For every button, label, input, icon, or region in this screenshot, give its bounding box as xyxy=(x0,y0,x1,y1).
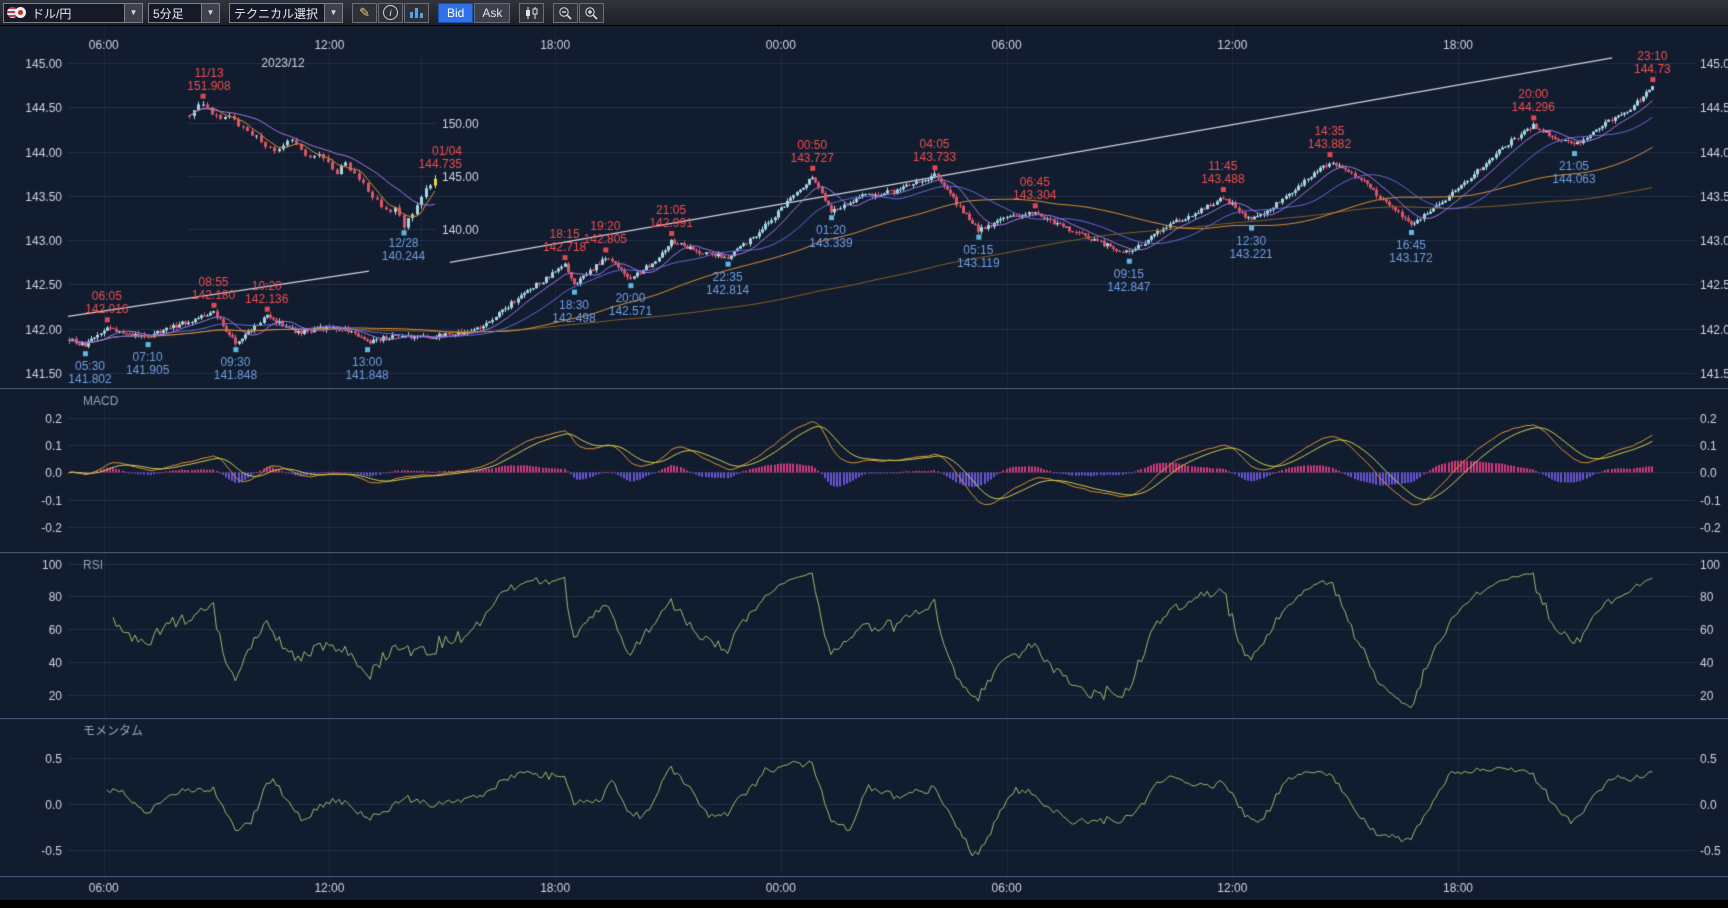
dropdown-arrow-icon[interactable]: ▼ xyxy=(201,3,219,22)
macd-panel xyxy=(0,388,1728,552)
japan-flag-icon xyxy=(15,7,26,18)
pair-select[interactable]: ドル/円 ▼ xyxy=(3,2,143,23)
pair-select-value: ドル/円 xyxy=(32,6,72,21)
us-flag-icon xyxy=(7,7,18,18)
zoom-in-icon xyxy=(585,6,598,20)
dropdown-arrow-icon[interactable]: ▼ xyxy=(324,3,343,22)
time-axis xyxy=(0,876,1728,900)
ask-button[interactable]: Ask xyxy=(474,2,511,23)
timeframe-select[interactable]: 5分足 ▼ xyxy=(148,2,220,23)
candle-type-button[interactable] xyxy=(519,2,545,23)
window-edge xyxy=(0,900,1728,908)
indicator-panel-button[interactable] xyxy=(404,2,430,23)
price-chart-panel xyxy=(0,26,1728,388)
price-chart-canvas[interactable] xyxy=(0,26,1728,388)
info-icon: i xyxy=(383,5,399,20)
info-button[interactable]: i xyxy=(378,2,404,23)
technical-select-button[interactable]: テクニカル選択 ▼ xyxy=(229,2,344,23)
rsi-panel-canvas[interactable] xyxy=(0,552,1728,718)
timeframe-select-value: 5分足 xyxy=(153,6,184,21)
time-axis-canvas xyxy=(0,876,1728,900)
macd-panel-canvas[interactable] xyxy=(0,388,1728,552)
technical-select-label: テクニカル選択 xyxy=(234,6,319,21)
draw-tool-button[interactable]: ✎ xyxy=(352,2,378,23)
bar-chart-icon xyxy=(410,8,424,18)
toolbar: ドル/円 ▼ 5分足 ▼ テクニカル選択 ▼ ✎ i xyxy=(0,0,1728,26)
rsi-panel xyxy=(0,552,1728,718)
momentum-panel xyxy=(0,718,1728,876)
candlestick-icon xyxy=(526,6,538,19)
currency-flag-icon xyxy=(4,4,28,22)
zoom-out-button[interactable] xyxy=(553,2,579,23)
zoom-out-icon xyxy=(559,6,572,20)
pencil-icon: ✎ xyxy=(359,5,370,20)
bid-button[interactable]: Bid xyxy=(438,2,474,23)
zoom-in-button[interactable] xyxy=(579,2,605,23)
dropdown-arrow-icon[interactable]: ▼ xyxy=(124,3,142,22)
momentum-panel-canvas[interactable] xyxy=(0,718,1728,876)
